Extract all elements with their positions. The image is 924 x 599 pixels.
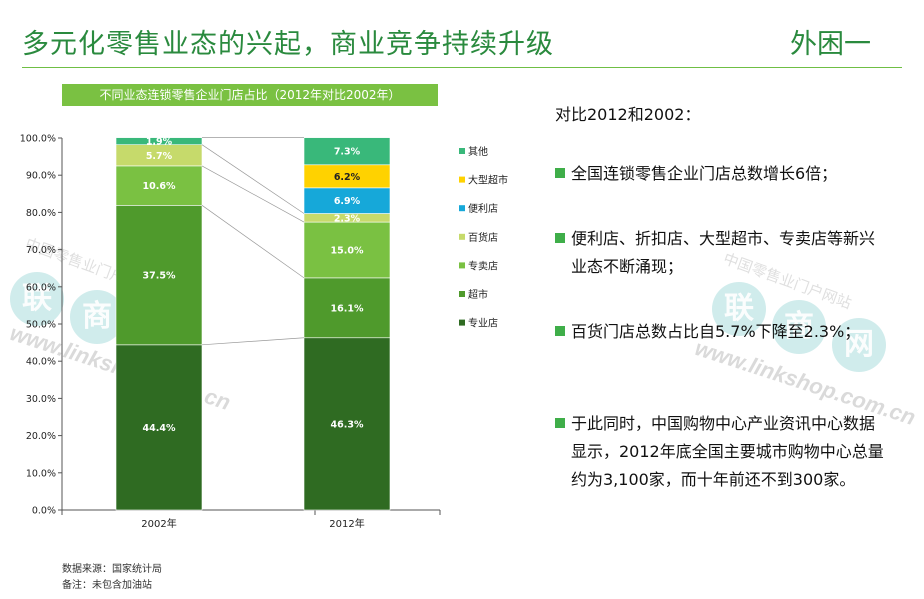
summary-bullet-3: 百货门店总数占比自5.7%下降至2.3%；	[555, 318, 890, 346]
bullet-square-icon	[555, 326, 565, 336]
bar-segment	[115, 344, 203, 511]
x-tick-label: 2002年	[141, 517, 176, 530]
watermark-char-3: 网	[832, 318, 886, 372]
series-connector-line	[201, 165, 305, 223]
watermark-char-1: 联	[712, 282, 766, 336]
data-label: 7.3%	[334, 147, 361, 158]
bar-segment	[115, 137, 203, 145]
legend-swatch	[459, 176, 465, 183]
data-label: 2.3%	[334, 213, 361, 224]
bar-segment	[115, 205, 203, 346]
bullet-text: 便利店、折扣店、大型超市、专卖店等新兴业态不断涌现；	[571, 229, 876, 276]
bullet-square-icon	[555, 418, 565, 428]
bar-segment	[303, 277, 391, 339]
bar-segment	[303, 137, 391, 166]
y-tick-label: 10.0%	[26, 468, 56, 479]
legend-swatch	[459, 319, 465, 326]
legend-swatch	[459, 233, 465, 240]
legend-swatch	[459, 262, 465, 269]
y-tick-label: 50.0%	[26, 320, 56, 331]
chart-title: 不同业态连锁零售企业门店占比（2012年对比2002年）	[62, 84, 438, 106]
bullet-square-icon	[555, 233, 565, 243]
legend-label: 超市	[468, 288, 488, 301]
legend-label: 专业店	[468, 317, 498, 330]
bullet-square-icon	[555, 168, 565, 178]
bar-segment	[303, 221, 391, 279]
bullet-text: 全国连锁零售企业门店总数增长6倍；	[571, 164, 838, 183]
legend-label: 专卖店	[468, 259, 498, 272]
legend-label: 其他	[468, 145, 488, 158]
legend-label: 百货店	[468, 231, 498, 244]
legend-swatch	[459, 291, 465, 297]
title-divider	[22, 67, 902, 68]
y-tick-label: 0.0%	[32, 506, 56, 517]
y-tick-label: 20.0%	[26, 431, 56, 442]
stacked-bar-chart: 0.0% 10.0% 20.0% 30.0% 40.0% 50.0% 60.0% 70.0% 8…	[20, 134, 508, 531]
y-tick-label: 100.0%	[20, 134, 56, 145]
page-title: 多元化零售业态的兴起，商业竞争持续升级	[22, 29, 554, 60]
series-connector-line	[201, 144, 305, 214]
section-label: 外困一	[790, 29, 871, 60]
bullet-text: 于此同时，中国购物中心产业资讯中心数据显示，2012年底全国主要城市购物中心总量…	[571, 414, 884, 489]
data-label: 10.6%	[143, 181, 176, 192]
data-label: 15.0%	[331, 245, 364, 256]
legend-label: 便利店	[468, 202, 498, 215]
y-tick-label: 80.0%	[26, 208, 56, 219]
data-label: 37.5%	[143, 271, 176, 282]
x-tick-label: 2012年	[329, 517, 364, 530]
y-tick-label: 40.0%	[26, 357, 56, 368]
legend-swatch	[459, 148, 465, 154]
y-tick-label: 30.0%	[26, 394, 56, 405]
y-tick-label: 90.0%	[26, 171, 56, 182]
summary-heading: 对比2012和2002：	[555, 105, 701, 124]
bar-segment	[303, 337, 391, 511]
data-label: 1.9%	[146, 137, 173, 148]
data-label: 6.9%	[334, 196, 361, 207]
series-connector-line	[201, 205, 305, 279]
summary-bullet-4: 于此同时，中国购物中心产业资讯中心数据显示，2012年底全国主要城市购物中心总量…	[555, 410, 890, 494]
data-label: 46.3%	[331, 419, 364, 430]
legend-swatch	[459, 205, 465, 212]
bullet-text: 百货门店总数占比自5.7%下降至2.3%；	[571, 322, 861, 341]
y-tick-label: 70.0%	[26, 245, 56, 256]
series-connector-line	[201, 337, 305, 346]
data-source: 数据来源：国家统计局	[62, 564, 162, 575]
legend-label: 大型超市	[468, 174, 508, 187]
summary-bullet-2: 便利店、折扣店、大型超市、专卖店等新兴业态不断涌现；	[555, 225, 890, 281]
watermark-char-2: 商	[70, 290, 124, 344]
summary-bullet-1: 全国连锁零售企业门店总数增长6倍；	[555, 160, 890, 188]
data-label: 5.7%	[146, 151, 173, 162]
footnote-note: 备注：未包含加油站	[62, 580, 152, 591]
data-label: 16.1%	[331, 303, 364, 314]
data-label: 6.2%	[334, 172, 361, 183]
watermark-char-2: 商	[772, 300, 826, 354]
y-tick-label: 60.0%	[26, 282, 56, 293]
data-label: 44.4%	[143, 423, 176, 434]
watermark-char-1: 联	[10, 272, 64, 326]
